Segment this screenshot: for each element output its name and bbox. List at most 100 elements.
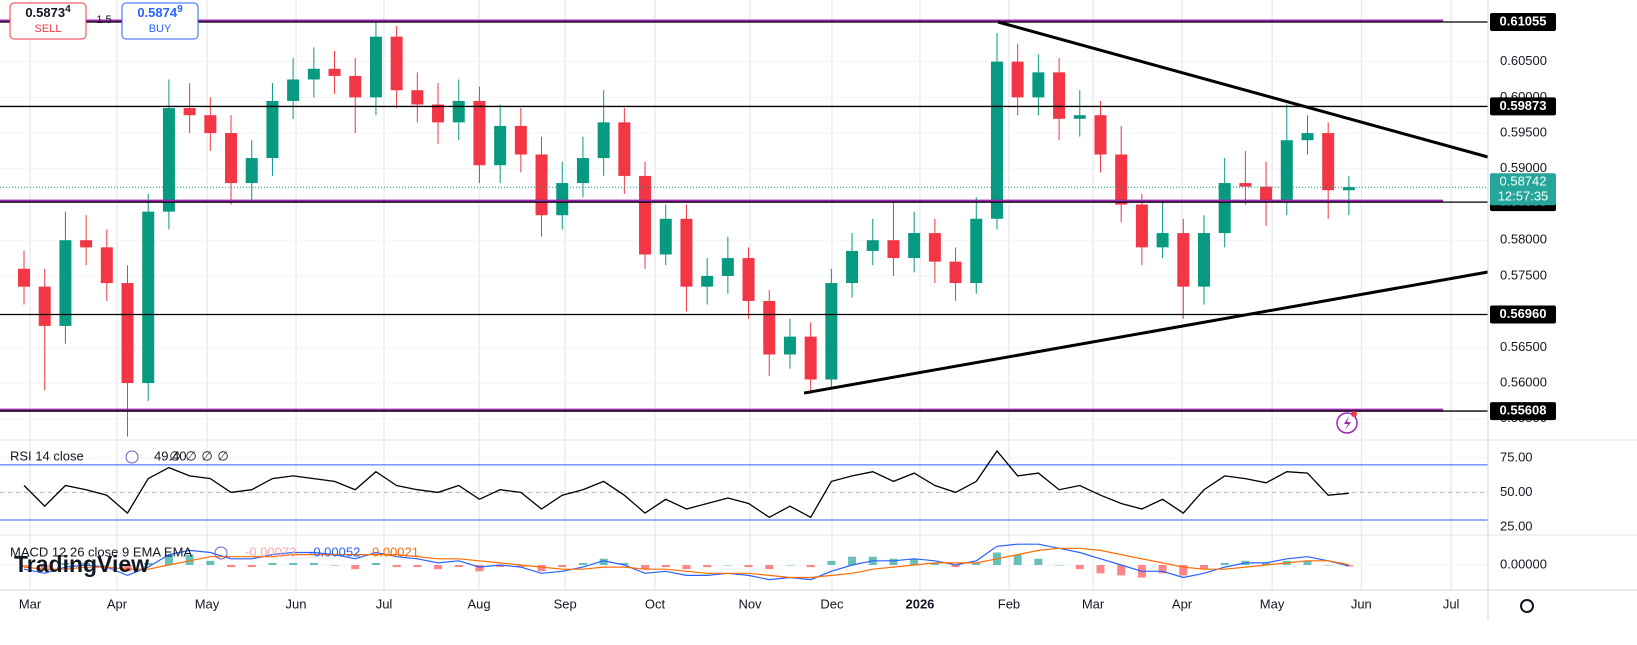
macd-histogram-bar: [20, 565, 29, 568]
candle-body: [307, 68, 320, 80]
macd-hist-readout: -0.00073: [245, 544, 296, 559]
candle-body: [121, 283, 134, 384]
macd-histogram-bar: [765, 565, 774, 570]
macd-histogram-bar: [392, 565, 401, 568]
rsi-extra-readout: ∅: [185, 448, 196, 463]
x-tick-label: Dec: [820, 596, 844, 611]
macd-histogram-bar: [1117, 565, 1126, 576]
candle-body: [908, 233, 921, 259]
candle-body: [1032, 72, 1045, 98]
level-label: 0.61055: [1500, 13, 1547, 28]
candle-body: [183, 108, 196, 116]
buy-button[interactable]: [121, 2, 199, 40]
alert-icon-bolt: [1344, 416, 1351, 430]
candle-body: [369, 36, 382, 98]
candle-body: [970, 218, 983, 284]
candle-body: [680, 218, 693, 287]
macd-histogram-bar: [1075, 565, 1084, 570]
candle-body: [514, 125, 527, 155]
countdown: 12:57:35: [1498, 189, 1549, 204]
candle-body: [1342, 187, 1355, 191]
buy-price-pip: 9: [177, 4, 183, 15]
candle-body: [494, 125, 507, 166]
candle-body: [783, 336, 796, 355]
trend-line: [997, 20, 1489, 159]
candle-body: [887, 240, 900, 259]
candle-body: [349, 75, 362, 98]
candle-body: [1053, 72, 1066, 119]
macd-settings-icon[interactable]: [214, 546, 228, 560]
candle-body: [1135, 204, 1148, 248]
macd-histogram-bar: [40, 565, 49, 570]
candle-body: [452, 100, 465, 123]
x-tick-label: Sep: [554, 596, 577, 611]
candle-body: [225, 133, 238, 184]
macd-line-readout: -0.00052: [309, 544, 360, 559]
y-tick-label: 0.59500: [1500, 125, 1547, 140]
sell-price-pip: 4: [65, 4, 71, 15]
candle-body: [659, 218, 672, 255]
macd-histogram-bar: [910, 558, 919, 565]
macd-histogram-bar: [309, 562, 318, 565]
candle-body: [1260, 186, 1273, 201]
y-tick-label: 75.00: [1500, 449, 1533, 464]
macd-histogram-bar: [744, 565, 753, 568]
macd-histogram-bar: [620, 562, 629, 565]
y-tick-label: 0.57500: [1500, 267, 1547, 282]
candle-body: [162, 108, 175, 212]
macd-histogram-bar: [496, 565, 505, 568]
macd-histogram-bar: [1034, 558, 1043, 565]
candle-body: [390, 36, 403, 91]
candle-body: [1156, 233, 1169, 248]
macd-histogram-bar: [434, 565, 443, 570]
macd-histogram-bar: [371, 562, 380, 565]
macd-histogram-bar: [1199, 565, 1208, 570]
x-tick-label: May: [195, 596, 220, 611]
candle-body: [328, 68, 341, 76]
macd-histogram-bar: [682, 565, 691, 570]
macd-histogram-bar: [1179, 565, 1188, 576]
macd-histogram-bar: [1324, 565, 1333, 566]
x-tick-label: Oct: [645, 596, 666, 611]
candle-body: [80, 240, 93, 248]
candle-body: [618, 122, 631, 176]
macd-histogram-bar: [889, 558, 898, 565]
x-tick-label: Apr: [107, 596, 128, 611]
rsi-extra-readout: ∅: [201, 448, 212, 463]
macd-histogram-bar: [351, 565, 360, 570]
labels: 0.58734 SELL 1.5 0.58749 BUY RSI 14 clos…: [0, 0, 1637, 620]
alert-dot: [1351, 411, 1357, 417]
macd-histogram-bar: [785, 565, 794, 566]
x-tick-label: Jul: [1443, 596, 1460, 611]
rsi-line: [23, 449, 1349, 519]
x-tick-label: Jul: [376, 596, 393, 611]
candle-body: [949, 261, 962, 284]
macd-histogram-bar: [475, 565, 484, 572]
macd-line: [23, 547, 1350, 579]
macd-histogram-bar: [661, 565, 670, 568]
candle-body: [1197, 233, 1210, 287]
rsi-extra-readout: ∅: [217, 448, 228, 463]
macd-histogram-bar: [289, 562, 298, 565]
candle-body: [18, 268, 31, 287]
x-tick-label: Jun: [1351, 596, 1372, 611]
level-label: 0.56960: [1500, 306, 1547, 321]
rsi-settings-icon[interactable]: [125, 450, 139, 464]
x-tick-label: Nov: [738, 596, 762, 611]
macd-histogram-bar: [723, 565, 732, 566]
buy-label: BUY: [149, 23, 172, 35]
sell-button[interactable]: [9, 2, 87, 40]
macd-histogram-bar: [951, 565, 960, 568]
macd-histogram-bar: [972, 562, 981, 565]
rsi-readout: 49.40: [154, 448, 187, 463]
candle-body: [473, 100, 486, 166]
macd-histogram-bar: [61, 562, 70, 565]
macd-histogram-bar: [827, 560, 836, 565]
x-tick-label: Mar: [19, 596, 42, 611]
settings-gear[interactable]: [1520, 599, 1534, 613]
macd-title: MACD 12 26 close 9 EMA EMA: [10, 544, 192, 559]
rsi-extra-readout: ∅: [169, 448, 180, 463]
y-tick-label: 0.00000: [1500, 556, 1547, 571]
macd-histogram-bar: [1262, 562, 1271, 565]
